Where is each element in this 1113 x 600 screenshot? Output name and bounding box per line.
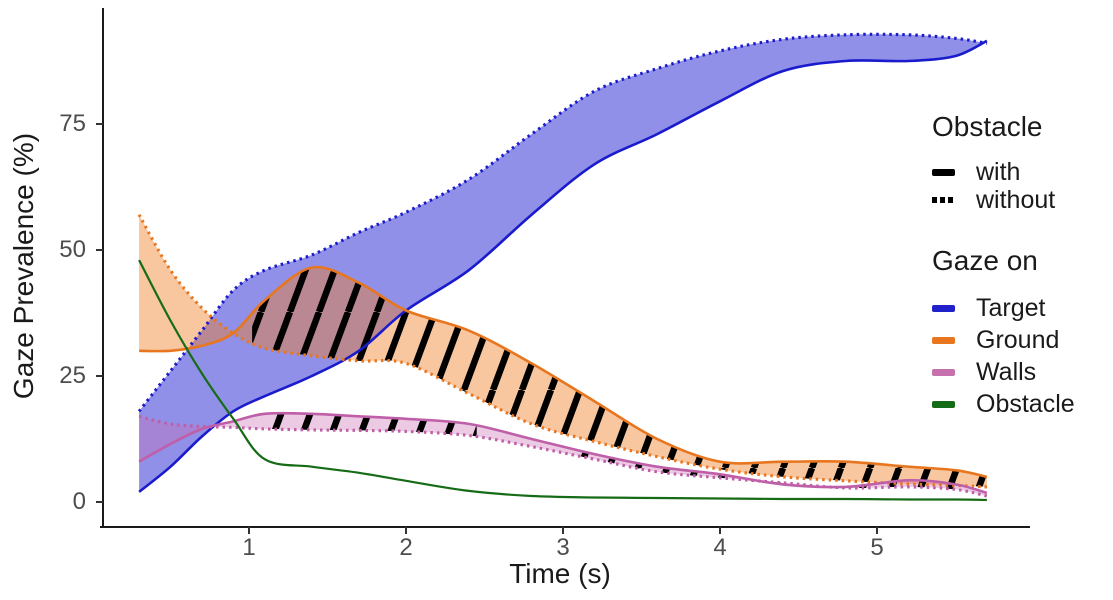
legend-color-items: Target Ground Walls Obstacle (932, 292, 1112, 420)
x-tick-label: 1 (242, 534, 256, 561)
y-axis-title: Gaze Prevalence (%) (8, 132, 39, 400)
walls-hatch-region (260, 413, 477, 437)
ground-with-line (139, 265, 988, 479)
solid-line-key-icon (932, 168, 956, 176)
legend-item-ground: Ground (932, 324, 1112, 356)
legend-item-without: without (932, 186, 1112, 214)
legend: Obstacle with without Gaze on Ta (932, 110, 1112, 420)
legend-linetype-title: Obstacle (932, 111, 1043, 142)
y-tick-label: 50 (59, 236, 86, 263)
x-tick-label: 3 (556, 534, 570, 561)
x-tick-label: 4 (713, 534, 727, 561)
y-tick-label: 25 (59, 362, 86, 389)
legend-item-label: Ground (976, 325, 1060, 354)
legend-item-label: Walls (976, 357, 1037, 386)
walls-with-line (138, 411, 988, 495)
y-tick-label: 0 (72, 488, 86, 515)
x-tick-label: 2 (399, 534, 413, 561)
legend-item-target: Target (932, 292, 1112, 324)
x-axis-title: Time (s) (509, 558, 611, 589)
legend-linetype-items: with without (932, 158, 1112, 214)
legend-item-with: with (932, 158, 1112, 186)
y-tick-label: 75 (59, 110, 86, 137)
target-without-line (137, 32, 988, 413)
legend-item-walls: Walls (932, 356, 1112, 388)
legend-item-label: without (976, 185, 1056, 214)
legend-item-label: Obstacle (976, 389, 1075, 418)
walls-color-key-icon (932, 368, 956, 376)
ground-hatch-region (252, 267, 987, 487)
target-color-key-icon (932, 304, 956, 312)
legend-item-obstacle: Obstacle (932, 388, 1112, 420)
ground-color-key-icon (932, 336, 956, 344)
x-tick-label: 5 (870, 534, 884, 561)
legend-item-label: with (976, 157, 1021, 186)
legend-item-label: Target (976, 293, 1046, 322)
legend-color-title: Gaze on (932, 245, 1038, 276)
walls-without-line (138, 414, 988, 498)
ground-without-line (137, 213, 987, 489)
obstacle-with-line (138, 259, 987, 502)
target-ribbon (139, 34, 987, 492)
target-with-line (138, 39, 988, 493)
dotted-line-key-icon (932, 197, 956, 203)
obstacle-color-key-icon (932, 400, 956, 408)
